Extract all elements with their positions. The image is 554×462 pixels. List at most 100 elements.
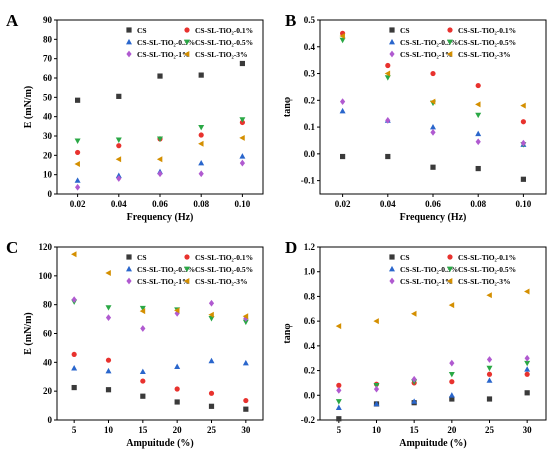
data-point (339, 107, 346, 114)
y-tick-label: 20 (43, 386, 53, 396)
legend-marker (447, 27, 453, 33)
data-point (239, 117, 246, 123)
data-point (385, 117, 391, 124)
panel-b: B 0.02 0.04 0.06 0.08 0.10 -0.1 0.0 0.1 0.2 0.3 0.4… (282, 11, 547, 223)
y-tick-label: 20 (43, 150, 53, 160)
data-point (335, 399, 342, 405)
data-point (475, 138, 481, 146)
data-point (208, 357, 215, 364)
x-tick-label: 0.08 (470, 199, 486, 209)
legend-label: CS-SL-TiO₂-0.3% (400, 265, 458, 274)
data-point (139, 308, 146, 315)
data-point (430, 164, 436, 170)
data-point (520, 102, 526, 109)
y-tick-label: 10 (43, 170, 53, 180)
plot-frame (319, 246, 547, 421)
data-point (116, 143, 122, 149)
legend-label: CS-SL-TiO₂-0.5% (458, 265, 516, 274)
legend-marker (126, 265, 132, 272)
data-point (243, 397, 249, 404)
legend-label: CS (400, 26, 410, 35)
data-point (74, 149, 81, 156)
data-point (140, 378, 146, 384)
x-tick-label: 15 (410, 425, 420, 435)
data-point (208, 403, 215, 409)
data-point (430, 129, 436, 136)
x-axis-label: Ampuitude (%) (126, 438, 194, 449)
data-point (174, 363, 181, 369)
legend-label: CS-SL-TiO₂-1% (137, 277, 190, 286)
legend-marker (184, 254, 190, 260)
legend-marker (446, 278, 453, 284)
legend-marker (183, 278, 190, 284)
legend-marker (447, 39, 453, 46)
legend-label: CS (400, 253, 410, 262)
data-point (336, 382, 342, 388)
legend-label: CS-SL-TiO₂-0.5% (195, 38, 253, 47)
data-point (335, 323, 342, 330)
data-point (156, 156, 163, 163)
y-tick-label: 30 (43, 131, 53, 141)
y-axis-label: E (mN/m) (23, 312, 34, 355)
legend-label: CS-SL-TiO₂-0.3% (137, 38, 195, 47)
x-tick-label: 20 (447, 425, 457, 435)
data-point (105, 357, 112, 363)
legend-label: CS-SL-TiO₂-0.1% (458, 253, 516, 262)
data-point (208, 311, 214, 318)
legend-label: CS-SL-TiO₂-0.1% (458, 26, 516, 35)
data-point (198, 140, 204, 147)
data-point (336, 416, 342, 422)
data-point (449, 379, 455, 385)
y-tick-label: 80 (43, 34, 53, 44)
data-point (336, 386, 342, 394)
y-tick-label: -0.2 (301, 415, 316, 425)
data-point (74, 177, 81, 183)
data-point (140, 325, 146, 332)
data-point (340, 153, 346, 160)
x-tick-label: 0.04 (111, 199, 127, 209)
data-point (339, 33, 345, 40)
data-point (174, 307, 180, 314)
data-point (486, 356, 493, 363)
x-axis-label: Frequency (Hz) (127, 212, 194, 223)
data-point (75, 183, 81, 191)
y-tick-label: 0.8 (304, 291, 316, 301)
data-point (335, 404, 342, 410)
y-tick-label: 0.4 (304, 42, 316, 52)
data-point (198, 124, 205, 131)
legend-marker (389, 50, 395, 58)
x-tick-label: 20 (173, 425, 183, 435)
y-tick-label: 0.2 (304, 366, 316, 376)
data-point (524, 371, 530, 377)
panel-c: C 5 10 15 20 25 30 0 20 40 60 80 100 120 Ampuitude (%)… (6, 238, 264, 449)
legend-label: CS-SL-TiO₂-3% (195, 277, 248, 286)
data-point (411, 398, 418, 404)
data-point (242, 359, 249, 366)
legend-marker (389, 38, 395, 45)
y-tick-label: 0.4 (304, 341, 316, 351)
data-point (116, 175, 122, 182)
data-point (139, 368, 146, 375)
legend-label: CS-SL-TiO₂-0.1% (195, 253, 253, 262)
y-tick-label: 0 (48, 415, 53, 425)
data-point (524, 360, 531, 367)
data-point (429, 98, 436, 105)
data-point (475, 112, 482, 119)
data-point (430, 123, 436, 130)
data-point (105, 387, 112, 393)
panel-letter: D (285, 238, 297, 257)
x-tick-label: 0.02 (335, 199, 351, 209)
legend-marker (183, 51, 190, 57)
data-point (71, 351, 77, 358)
data-point (208, 390, 215, 396)
y-tick-label: 60 (43, 73, 53, 83)
legend-label: CS-SL-TiO₂-0.5% (195, 265, 253, 274)
data-point (524, 390, 530, 396)
data-point (115, 137, 122, 143)
data-point (71, 384, 77, 391)
data-point (115, 156, 122, 163)
x-tick-label: 0.04 (380, 199, 396, 209)
x-tick-label: 0.08 (193, 199, 209, 209)
data-point (198, 159, 205, 166)
x-tick-label: 30 (523, 425, 533, 435)
